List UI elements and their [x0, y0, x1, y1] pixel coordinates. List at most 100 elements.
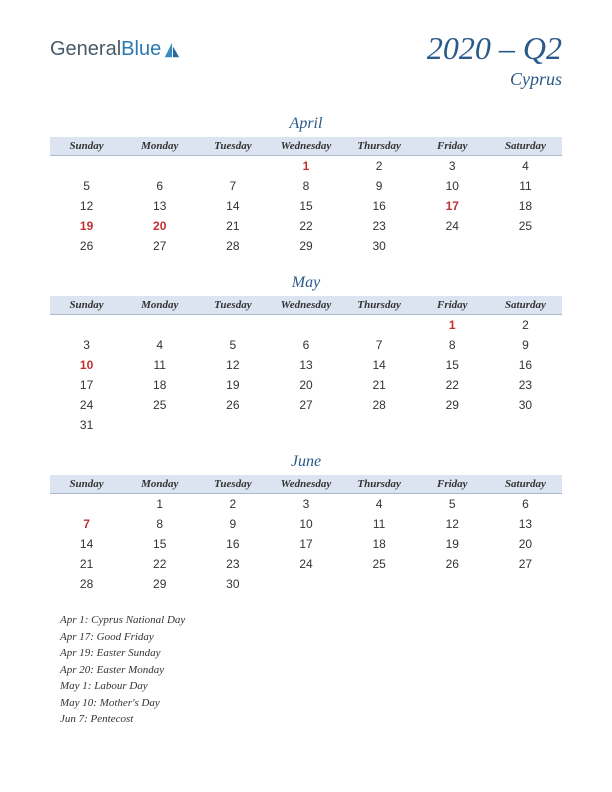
day-header: Tuesday — [196, 296, 269, 315]
calendar-cell: 7 — [196, 176, 269, 196]
calendar-cell — [50, 494, 123, 515]
calendar-cell: 16 — [196, 534, 269, 554]
holiday-line: Apr 19: Easter Sunday — [60, 645, 562, 662]
day-header: Saturday — [489, 475, 562, 494]
calendar-cell: 28 — [196, 236, 269, 256]
calendar-row: 24252627282930 — [50, 395, 562, 415]
calendar-table: SundayMondayTuesdayWednesdayThursdayFrid… — [50, 475, 562, 594]
calendar-cell: 31 — [50, 415, 123, 435]
calendar-row: 2627282930 — [50, 236, 562, 256]
calendar-cell: 22 — [416, 375, 489, 395]
calendar-row: 12 — [50, 315, 562, 336]
holiday-line: Apr 20: Easter Monday — [60, 662, 562, 679]
holiday-line: Apr 1: Cyprus National Day — [60, 612, 562, 629]
calendar-cell: 9 — [489, 335, 562, 355]
month-name: April — [50, 115, 562, 133]
calendar-cell — [123, 315, 196, 336]
calendar-cell: 22 — [269, 216, 342, 236]
calendar-cell: 11 — [123, 355, 196, 375]
calendar-cell — [50, 315, 123, 336]
calendar-cell: 16 — [489, 355, 562, 375]
calendar-cell: 16 — [343, 196, 416, 216]
month-name: June — [50, 453, 562, 471]
calendar-cell: 9 — [343, 176, 416, 196]
month-block: June SundayMondayTuesdayWednesdayThursday… — [50, 453, 562, 594]
month-name: May — [50, 274, 562, 292]
logo-sail-icon — [163, 41, 181, 59]
holiday-line: Jun 7: Pentecost — [60, 711, 562, 728]
month-block: MaySundayMondayTuesdayWednesdayThursdayF… — [50, 274, 562, 435]
calendar-cell: 5 — [50, 176, 123, 196]
calendar-cell: 23 — [343, 216, 416, 236]
calendar-cell: 4 — [123, 335, 196, 355]
day-header: Friday — [416, 296, 489, 315]
calendar-cell: 3 — [269, 494, 342, 515]
calendar-cell: 2 — [196, 494, 269, 515]
calendar-cell — [50, 156, 123, 177]
calendar-cell: 21 — [50, 554, 123, 574]
calendar-cell — [343, 574, 416, 594]
calendar-row: 12131415161718 — [50, 196, 562, 216]
day-header: Friday — [416, 475, 489, 494]
calendar-cell: 4 — [489, 156, 562, 177]
day-header: Wednesday — [269, 296, 342, 315]
header: General Blue 2020 – Q2 Cyprus — [50, 30, 562, 90]
month-block: April SundayMondayTuesdayWednesdayThursda… — [50, 115, 562, 256]
day-header: Thursday — [343, 475, 416, 494]
calendar-cell: 24 — [50, 395, 123, 415]
holidays-list: Apr 1: Cyprus National DayApr 17: Good F… — [50, 612, 562, 728]
calendar-cell: 7 — [50, 514, 123, 534]
calendar-cell: 30 — [196, 574, 269, 594]
calendar-cell: 13 — [123, 196, 196, 216]
calendar-cell: 25 — [343, 554, 416, 574]
calendar-cell: 19 — [196, 375, 269, 395]
logo-text-blue: Blue — [121, 38, 161, 61]
logo-text-general: General — [50, 38, 121, 61]
day-header: Wednesday — [269, 475, 342, 494]
calendar-cell — [196, 315, 269, 336]
holiday-line: May 10: Mother's Day — [60, 695, 562, 712]
calendars-container: AprilSundayMondayTuesdayWednesdayThursda… — [50, 115, 562, 594]
holiday-line: May 1: Labour Day — [60, 678, 562, 695]
calendar-cell: 19 — [50, 216, 123, 236]
day-header: Wednesday — [269, 137, 342, 156]
calendar-cell — [489, 574, 562, 594]
day-header: Thursday — [343, 137, 416, 156]
calendar-cell: 1 — [269, 156, 342, 177]
calendar-cell: 23 — [489, 375, 562, 395]
calendar-cell: 2 — [343, 156, 416, 177]
calendar-cell: 27 — [123, 236, 196, 256]
logo: General Blue — [50, 38, 181, 61]
day-header: Sunday — [50, 296, 123, 315]
calendar-row: 10111213141516 — [50, 355, 562, 375]
calendar-cell: 8 — [416, 335, 489, 355]
calendar-cell: 15 — [416, 355, 489, 375]
day-header: Sunday — [50, 137, 123, 156]
calendar-cell: 17 — [269, 534, 342, 554]
calendar-cell — [269, 574, 342, 594]
day-header: Tuesday — [196, 137, 269, 156]
holiday-line: Apr 17: Good Friday — [60, 629, 562, 646]
calendar-cell — [123, 156, 196, 177]
calendar-cell: 18 — [343, 534, 416, 554]
calendar-cell: 30 — [489, 395, 562, 415]
calendar-cell: 15 — [269, 196, 342, 216]
calendar-cell: 25 — [123, 395, 196, 415]
calendar-cell — [489, 415, 562, 435]
day-header: Monday — [123, 296, 196, 315]
calendar-cell: 21 — [196, 216, 269, 236]
calendar-cell: 1 — [123, 494, 196, 515]
calendar-cell: 13 — [489, 514, 562, 534]
day-header: Monday — [123, 137, 196, 156]
calendar-cell: 27 — [489, 554, 562, 574]
calendar-cell: 5 — [196, 335, 269, 355]
calendar-cell: 12 — [416, 514, 489, 534]
calendar-cell: 11 — [489, 176, 562, 196]
calendar-cell: 1 — [416, 315, 489, 336]
calendar-cell: 26 — [50, 236, 123, 256]
calendar-cell: 14 — [343, 355, 416, 375]
calendar-cell — [269, 315, 342, 336]
calendar-cell: 26 — [416, 554, 489, 574]
calendar-cell: 12 — [50, 196, 123, 216]
calendar-cell: 18 — [489, 196, 562, 216]
